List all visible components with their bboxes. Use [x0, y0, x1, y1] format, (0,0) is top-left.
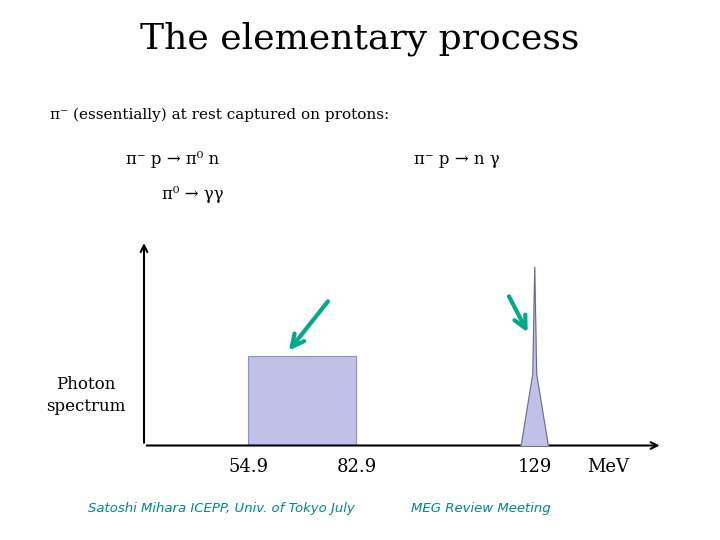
Text: π⁻ (essentially) at rest captured on protons:: π⁻ (essentially) at rest captured on pro… — [50, 108, 390, 123]
Bar — [248, 356, 356, 446]
Text: MeV: MeV — [588, 458, 629, 476]
Text: π⁻ p → π⁰ n: π⁻ p → π⁰ n — [126, 151, 219, 168]
Text: 129: 129 — [518, 458, 552, 476]
Text: Satoshi Mihara ICEPP, Univ. of Tokyo July: Satoshi Mihara ICEPP, Univ. of Tokyo Jul… — [88, 502, 354, 516]
Polygon shape — [521, 267, 548, 446]
Text: MEG Review Meeting: MEG Review Meeting — [411, 502, 551, 516]
Text: 54.9: 54.9 — [228, 458, 268, 476]
Text: π⁰ → γγ: π⁰ → γγ — [162, 186, 223, 203]
Text: The elementary process: The elementary process — [140, 22, 580, 56]
Text: Photon
spectrum: Photon spectrum — [46, 376, 126, 415]
Text: 82.9: 82.9 — [336, 458, 377, 476]
Text: π⁻ p → n γ: π⁻ p → n γ — [414, 151, 500, 168]
